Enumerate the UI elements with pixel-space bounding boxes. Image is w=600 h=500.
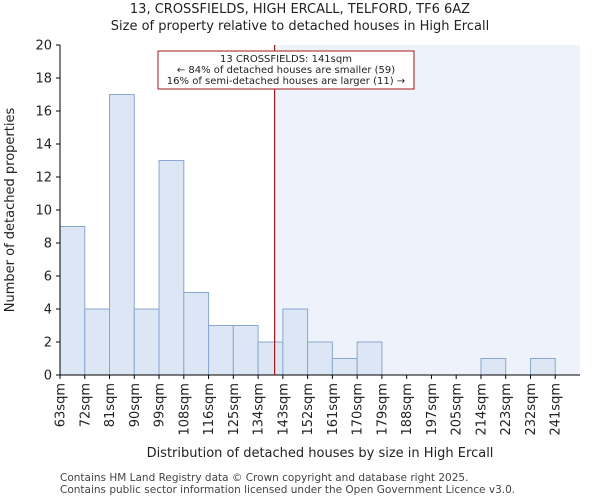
y-tick-label: 0 [44,369,52,384]
histogram-bar [133,308,160,376]
x-axis-title: Distribution of detached houses by size … [147,446,494,461]
x-tick-label: 90sqm [128,383,143,427]
x-tick-label: 134sqm [252,383,267,436]
histogram-bar [257,341,284,376]
annotation-smaller-share: ← 84% of detached houses are smaller (59… [177,65,395,76]
x-tick-label: 125sqm [227,383,242,436]
x-tick-label: 232sqm [524,383,539,436]
x-tick-label: 63sqm [54,383,69,427]
chart-title: 13, CROSSFIELDS, HIGH ERCALL, TELFORD, T… [129,2,471,17]
y-tick-label: 12 [35,171,52,186]
x-tick-label: 81sqm [103,383,118,427]
histogram-bar [109,94,135,376]
histogram-bar [356,341,383,376]
y-tick-label: 6 [44,270,52,285]
y-tick-label: 16 [35,105,52,120]
x-tick-label: 179sqm [375,383,390,436]
x-tick-label: 241sqm [549,383,564,436]
histogram-bar [307,341,333,376]
histogram-bar [158,160,185,376]
histogram-bar [282,308,309,376]
y-tick-label: 14 [35,138,52,153]
x-tick-label: 99sqm [153,383,168,427]
x-tick-label: 116sqm [202,383,217,436]
y-axis-title: Number of detached properties [3,108,18,313]
x-tick-label: 161sqm [326,383,341,436]
x-tick-label: 205sqm [450,383,465,436]
x-tick-label: 197sqm [425,383,440,436]
histogram-bar [480,358,507,376]
y-tick-label: 10 [35,204,52,219]
annotation-box [157,50,415,90]
annotation-larger-share: 16% of semi-detached houses are larger (… [167,76,405,87]
y-tick-label: 8 [44,237,52,252]
x-tick-label: 143sqm [276,383,291,436]
footer-licence: Contains public sector information licen… [60,484,516,496]
histogram-bar [59,226,86,376]
y-tick-label: 4 [44,303,52,318]
x-tick-label: 223sqm [499,383,514,436]
histogram-bar [529,358,556,376]
footer-copyright: Contains HM Land Registry data © Crown c… [60,472,469,484]
histogram-bar [232,325,259,376]
y-tick-label: 2 [44,336,52,351]
x-tick-label: 214sqm [474,383,489,436]
histogram-bar [84,308,111,376]
y-tick-label: 20 [35,39,52,54]
x-tick-label: 170sqm [351,383,366,436]
histogram-bar [183,292,210,376]
histogram-bar [208,325,234,376]
chart-subtitle: Size of property relative to detached ho… [110,19,490,34]
x-tick-label: 188sqm [400,383,415,436]
histogram-chart: 0 2 4 6 8 10 12 14 16 18 20 63sqm 72sqm 81sqm 90sqm 99s… [3,39,580,461]
x-tick-label: 108sqm [177,383,192,436]
x-tick-label: 72sqm [78,383,93,427]
annotation-property-size: 13 CROSSFIELDS: 141sqm [220,54,352,65]
y-tick-label: 18 [35,72,52,87]
x-tick-label: 152sqm [301,383,316,436]
larger-properties-region [274,45,580,375]
histogram-bar [331,358,358,376]
